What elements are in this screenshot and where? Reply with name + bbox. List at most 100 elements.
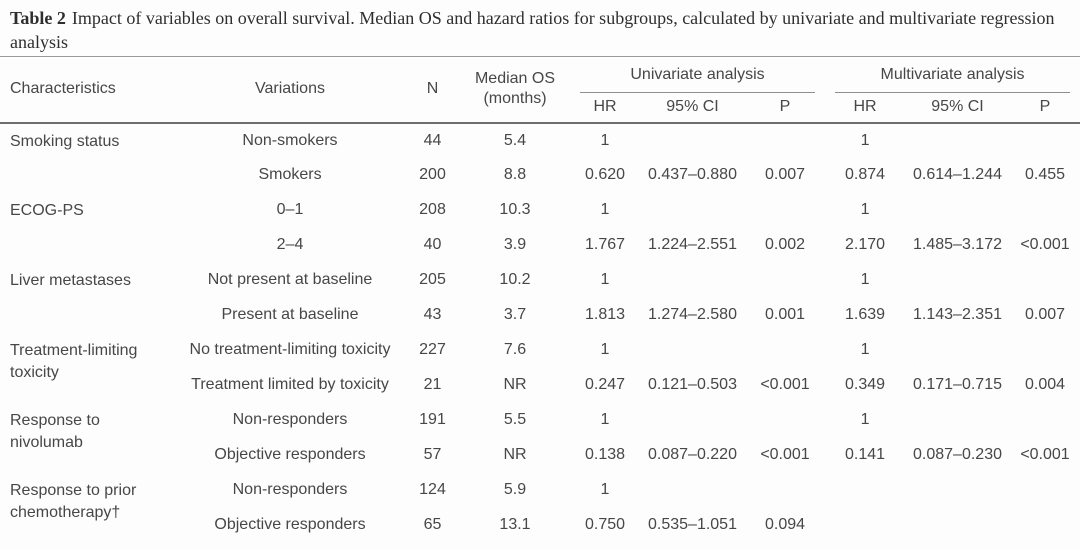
header-multi-ci: 95% CI — [905, 92, 1011, 124]
cell-multi-p: <0.001 — [1020, 236, 1070, 253]
header-group-row: Characteristics Variations N Median OS (… — [0, 56, 1080, 124]
cell-multi-hr: 1.639 — [844, 306, 886, 323]
header-median-os: Median OS (months) — [460, 56, 570, 124]
cell-n: 205 — [419, 271, 446, 288]
cell-n: 44 — [423, 131, 442, 149]
cell-multi-hr: 1 — [860, 341, 870, 358]
cell-multi-hr: 1 — [860, 271, 870, 288]
table-row: Present at baseline 43 3.7 1.813 1.274–2… — [0, 298, 1080, 333]
cell-multi-p: 0.004 — [1024, 376, 1066, 393]
cell-uni-ci: 1.224–2.551 — [648, 236, 737, 253]
cell-uni-ci: 0.121–0.503 — [648, 376, 737, 393]
cell-multi-p — [1010, 333, 1080, 368]
cell-multi-p — [1010, 508, 1080, 543]
cell-median-os: 7.6 — [503, 341, 527, 358]
cell-multi-hr: 0.349 — [844, 376, 886, 393]
cell-multi-ci: 0.171–0.715 — [913, 376, 1002, 393]
table-caption-label: Table 2 — [10, 8, 66, 28]
table-row: Smokers 200 8.8 0.620 0.437–0.880 0.007 … — [0, 158, 1080, 193]
cell-multi-hr: 2.170 — [844, 236, 886, 253]
cell-multi-p: 0.007 — [1024, 306, 1066, 323]
cell-uni-hr: 1 — [600, 481, 610, 498]
cell-multi-p — [1010, 473, 1080, 508]
cell-multi-hr: 1 — [860, 411, 870, 428]
cell-multi-p — [1010, 263, 1080, 298]
cell-median-os: 5.5 — [503, 411, 527, 428]
cell-uni-ci — [640, 263, 745, 298]
cell-characteristic: Smoking status — [10, 132, 120, 150]
cell-uni-p: 0.001 — [764, 306, 806, 323]
cell-uni-hr: 0.620 — [584, 166, 626, 183]
cell-uni-ci — [640, 333, 745, 368]
cell-variation: Treatment limited by toxicity — [191, 376, 389, 393]
cell-variation: Not present at baseline — [207, 271, 373, 288]
header-variations: Variations — [175, 56, 405, 124]
cell-uni-p — [745, 123, 825, 158]
cell-uni-ci — [640, 473, 745, 508]
cell-uni-hr: 1.767 — [584, 236, 626, 253]
cell-uni-p: <0.001 — [760, 446, 810, 463]
cell-uni-ci — [640, 123, 745, 158]
cell-uni-hr: 1 — [600, 131, 610, 149]
cell-variation: Non-responders — [232, 481, 348, 498]
cell-multi-ci — [905, 263, 1010, 298]
header-uni-p: P — [745, 92, 826, 124]
cell-uni-hr: 0.750 — [584, 516, 626, 533]
header-multivariate-label: Multivariate analysis — [835, 58, 1071, 93]
cell-n: 21 — [423, 376, 442, 393]
cell-uni-ci — [640, 193, 745, 228]
header-multi-p: P — [1010, 92, 1080, 124]
header-univariate-label: Univariate analysis — [580, 58, 816, 93]
cell-median-os: NR — [503, 376, 527, 393]
header-characteristics: Characteristics — [0, 56, 175, 124]
cell-uni-p — [745, 333, 825, 368]
table-row: Treatment limited by toxicity 21 NR 0.24… — [0, 368, 1080, 403]
cell-multi-ci — [905, 123, 1010, 158]
cell-uni-hr: 0.138 — [584, 446, 626, 463]
cell-variation: Smokers — [258, 166, 322, 183]
cell-variation: Present at baseline — [221, 306, 359, 323]
cell-multi-p: 0.455 — [1024, 166, 1066, 183]
cell-uni-hr: 1 — [600, 411, 610, 428]
cell-variation: 0–1 — [276, 201, 304, 218]
cell-multi-hr: 1 — [860, 201, 870, 218]
header-univariate-analysis: Univariate analysis — [570, 57, 825, 93]
cell-variation: Non-responders — [232, 411, 348, 428]
cell-multi-hr: 0.874 — [844, 166, 886, 183]
table-row: Smoking status Non-smokers 44 5.4 1 1 — [0, 123, 1080, 158]
cell-n: 40 — [423, 236, 442, 253]
table-caption-text: Impact of variables on overall survival.… — [10, 8, 1055, 52]
header-uni-ci: 95% CI — [640, 92, 745, 124]
cell-variation: 2–4 — [276, 236, 304, 253]
table-row: Objective responders 65 13.1 0.750 0.535… — [0, 508, 1080, 543]
table-header: Characteristics Variations N Median OS (… — [0, 56, 1080, 124]
cell-median-os: 3.9 — [503, 236, 527, 253]
survival-table: Characteristics Variations N Median OS (… — [0, 56, 1080, 543]
cell-uni-hr: 0.247 — [584, 376, 626, 393]
cell-uni-hr: 1.813 — [584, 306, 626, 323]
cell-uni-ci: 1.274–2.580 — [648, 306, 737, 323]
cell-variation: Objective responders — [214, 446, 366, 463]
header-multivariate-analysis: Multivariate analysis — [825, 57, 1080, 93]
cell-n: 57 — [423, 446, 442, 463]
header-multi-hr: HR — [825, 92, 906, 124]
cell-n: 191 — [419, 411, 446, 428]
cell-multi-ci: 1.485–3.172 — [913, 236, 1002, 253]
cell-median-os: 5.4 — [503, 131, 527, 149]
cell-uni-p — [745, 473, 825, 508]
table-row: 2–4 40 3.9 1.767 1.224–2.551 0.002 2.170… — [0, 228, 1080, 263]
cell-characteristic: Treatment-limiting toxicity — [10, 341, 138, 381]
cell-uni-p — [745, 193, 825, 228]
cell-n: 43 — [423, 306, 442, 323]
cell-median-os: 5.9 — [503, 481, 527, 498]
table-caption: Table 2 Impact of variables on overall su… — [0, 0, 1080, 56]
cell-variation: Non-smokers — [242, 131, 338, 149]
cell-multi-hr: 1 — [860, 131, 870, 149]
cell-median-os: 8.8 — [503, 166, 527, 183]
cell-multi-p — [1010, 403, 1080, 438]
cell-uni-hr: 1 — [600, 271, 610, 288]
cell-multi-p: <0.001 — [1020, 446, 1070, 463]
cell-uni-p: 0.094 — [764, 516, 806, 533]
cell-median-os: NR — [503, 446, 527, 463]
table-row: ECOG-PS 0–1 208 10.3 1 1 — [0, 193, 1080, 228]
